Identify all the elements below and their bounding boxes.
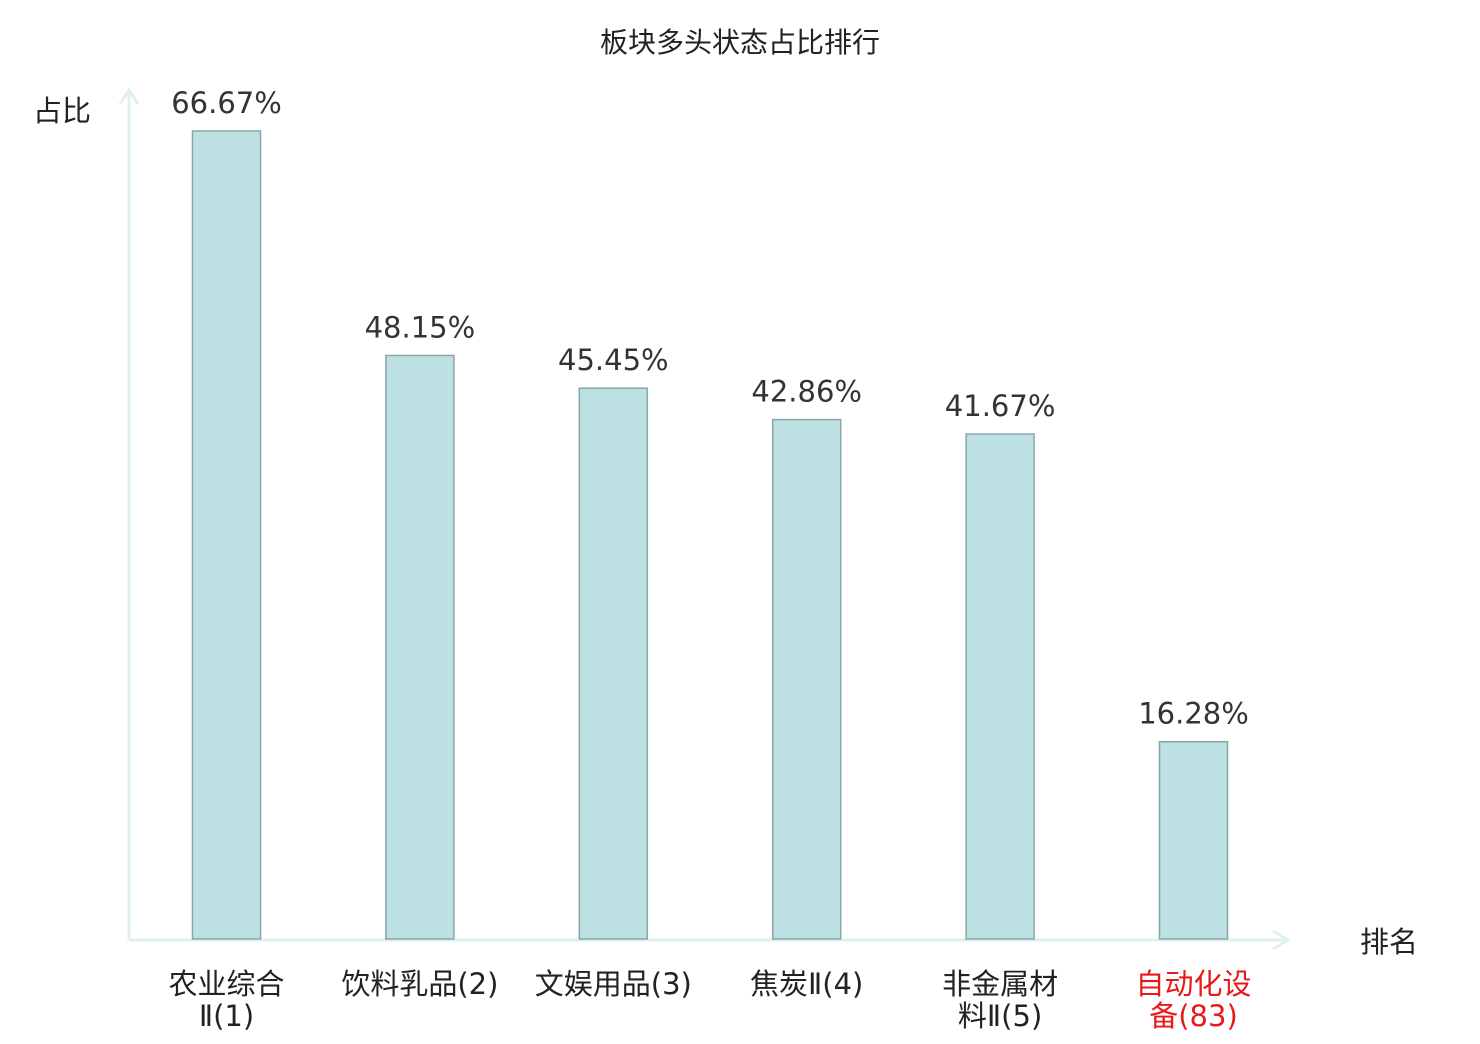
category-label-line: 备(83) xyxy=(1149,999,1238,1033)
value-label-4: 42.86% xyxy=(751,375,862,409)
category-labels: 农业综合 Ⅱ(1) 饮料乳品(2) 文娱用品(3) 焦炭Ⅱ(4) 非金属材料Ⅱ(5) 自动化… xyxy=(168,967,1251,1033)
category-label-line: Ⅱ(1) xyxy=(199,999,254,1033)
y-axis-label: 占比 xyxy=(33,94,91,128)
bar-4 xyxy=(771,418,842,940)
bar-5 xyxy=(965,433,1035,940)
x-axis-label: 排名 xyxy=(1360,925,1418,959)
category-label-5: 非金属材料Ⅱ(5) xyxy=(942,967,1058,1033)
category-label-2: 饮料乳品(2) xyxy=(341,967,498,1001)
y-axis-arrow xyxy=(118,87,140,105)
category-label-line: 文娱用品(3) xyxy=(535,967,692,1001)
bars xyxy=(191,130,1229,940)
axes xyxy=(118,87,1291,951)
chart-title: 板块多头状态占比排行 xyxy=(600,26,880,59)
x-axis-arrow xyxy=(1272,929,1291,951)
category-label-4: 焦炭Ⅱ(4) xyxy=(750,967,863,1001)
value-label-1: 66.67% xyxy=(171,86,282,120)
value-label-6: 16.28% xyxy=(1138,697,1249,731)
bar-1 xyxy=(191,130,262,940)
bar-3 xyxy=(578,387,649,940)
value-label-3: 45.45% xyxy=(558,343,669,377)
category-label-line: 饮料乳品(2) xyxy=(341,967,498,1001)
category-label-line: 焦炭Ⅱ(4) xyxy=(750,967,863,1001)
value-label-2: 48.15% xyxy=(365,311,476,345)
value-labels: 66.67% 48.15% 45.45% 42.86% 41.67% 16.28% xyxy=(171,86,1249,731)
value-label-5: 41.67% xyxy=(945,389,1056,423)
bar-2 xyxy=(385,354,455,940)
category-label-line: 非金属材 xyxy=(942,967,1058,1001)
category-label-3: 文娱用品(3) xyxy=(535,967,692,1001)
category-label-line: 农业综合 xyxy=(168,967,284,1001)
bar-6 xyxy=(1158,740,1229,940)
category-label-1: 农业综合 Ⅱ(1) xyxy=(168,967,284,1033)
category-label-line: 自动化设 xyxy=(1135,967,1251,1001)
category-label-line: 料Ⅱ(5) xyxy=(958,999,1042,1033)
category-label-6: 自动化设备(83) xyxy=(1135,967,1251,1033)
